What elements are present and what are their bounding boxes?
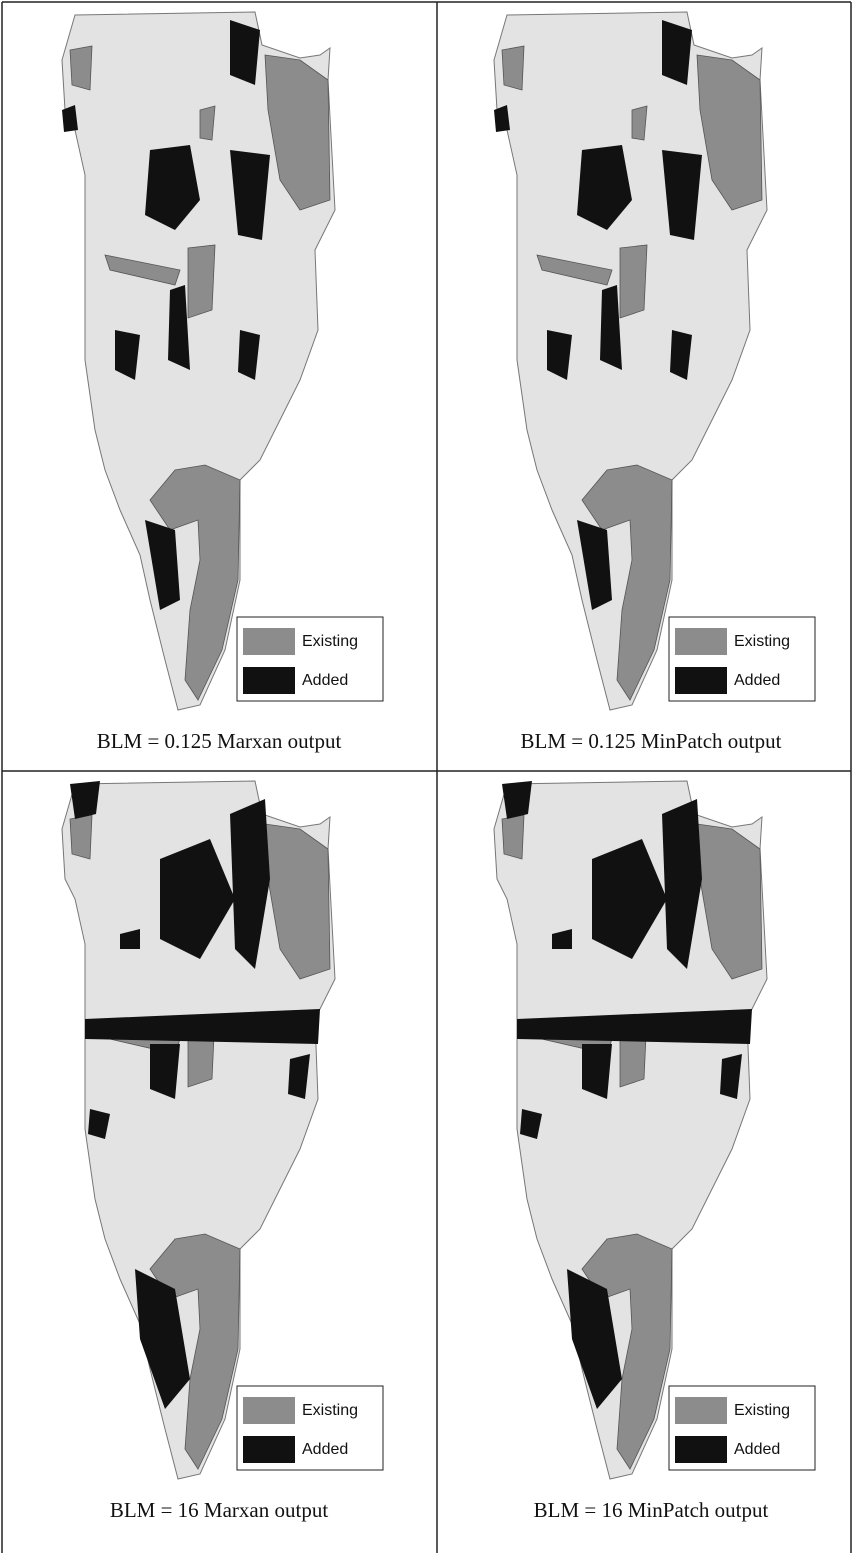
map-panel: km01530ExistingAddedBLM = 16 Marxan outp… xyxy=(62,781,383,1522)
legend-swatch xyxy=(243,667,295,694)
legend-label: Existing xyxy=(734,1402,790,1419)
panels: km01530ExistingAddedBLM = 0.125 Marxan o… xyxy=(62,12,815,1522)
map-panel: km01530ExistingAddedBLM = 16 MinPatch ou… xyxy=(494,781,815,1522)
legend-label: Existing xyxy=(302,633,358,650)
panel-caption: BLM = 16 MinPatch output xyxy=(534,1498,769,1522)
legend-label: Existing xyxy=(734,633,790,650)
legend-label: Added xyxy=(734,1441,780,1458)
legend-swatch xyxy=(675,1397,727,1424)
legend-label: Existing xyxy=(302,1402,358,1419)
panel-caption: BLM = 0.125 Marxan output xyxy=(97,729,342,753)
legend-label: Added xyxy=(302,672,348,689)
panel-caption: BLM = 0.125 MinPatch output xyxy=(521,729,782,753)
legend-swatch xyxy=(675,1436,727,1463)
legend-swatch xyxy=(243,1436,295,1463)
panel-caption: BLM = 16 Marxan output xyxy=(110,1498,328,1522)
map-panel: km01530ExistingAddedBLM = 0.125 Marxan o… xyxy=(62,12,383,753)
legend-swatch xyxy=(243,628,295,655)
figure: km01530ExistingAddedBLM = 0.125 Marxan o… xyxy=(0,0,853,1553)
legend-swatch xyxy=(675,667,727,694)
map-panel: km01530ExistingAddedBLM = 0.125 MinPatch… xyxy=(494,12,815,753)
region-map xyxy=(62,12,335,710)
region-map xyxy=(494,12,767,710)
legend-label: Added xyxy=(302,1441,348,1458)
legend-swatch xyxy=(675,628,727,655)
legend-label: Added xyxy=(734,672,780,689)
legend-swatch xyxy=(243,1397,295,1424)
